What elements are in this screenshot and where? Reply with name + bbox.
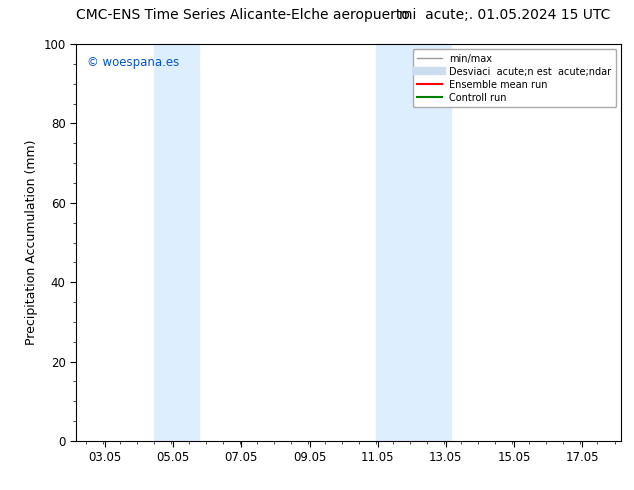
Bar	[376, 44, 451, 441]
Text: CMC-ENS Time Series Alicante-Elche aeropuerto: CMC-ENS Time Series Alicante-Elche aerop…	[76, 8, 410, 22]
Text: mi  acute;. 01.05.2024 15 UTC: mi acute;. 01.05.2024 15 UTC	[399, 8, 611, 22]
Legend: min/max, Desviaci  acute;n est  acute;ndar, Ensemble mean run, Controll run: min/max, Desviaci acute;n est acute;ndar…	[413, 49, 616, 107]
Text: © woespana.es: © woespana.es	[87, 56, 179, 69]
Y-axis label: Precipitation Accumulation (mm): Precipitation Accumulation (mm)	[25, 140, 38, 345]
Bar	[155, 44, 198, 441]
